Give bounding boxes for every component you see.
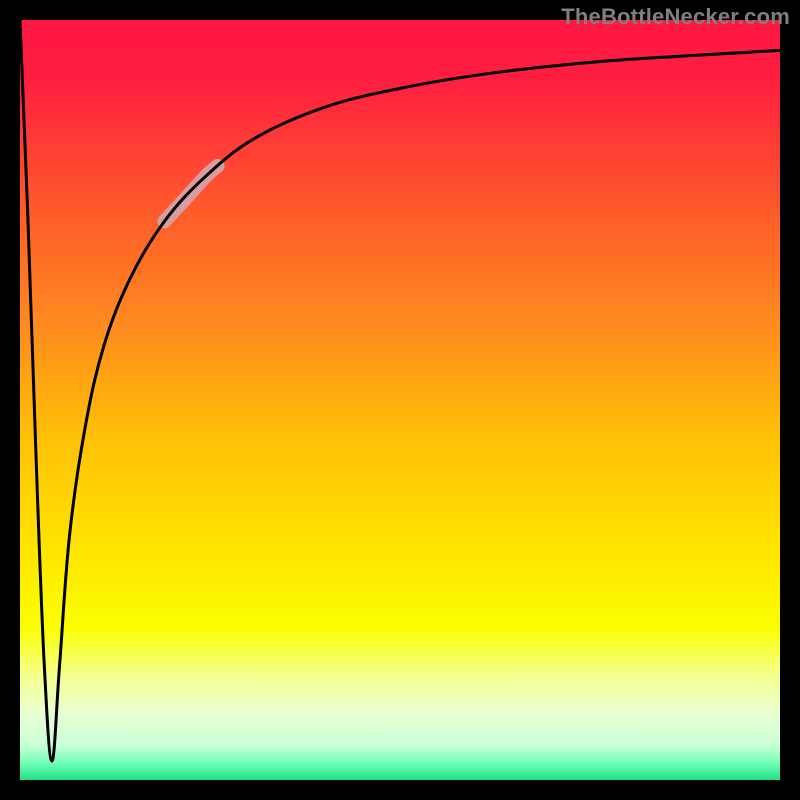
chart-container: { "watermark": { "text": "TheBottleNecke… xyxy=(0,0,800,800)
watermark-text: TheBottleNecker.com xyxy=(561,4,790,30)
bottleneck-chart xyxy=(0,0,800,800)
plot-background xyxy=(20,20,780,780)
